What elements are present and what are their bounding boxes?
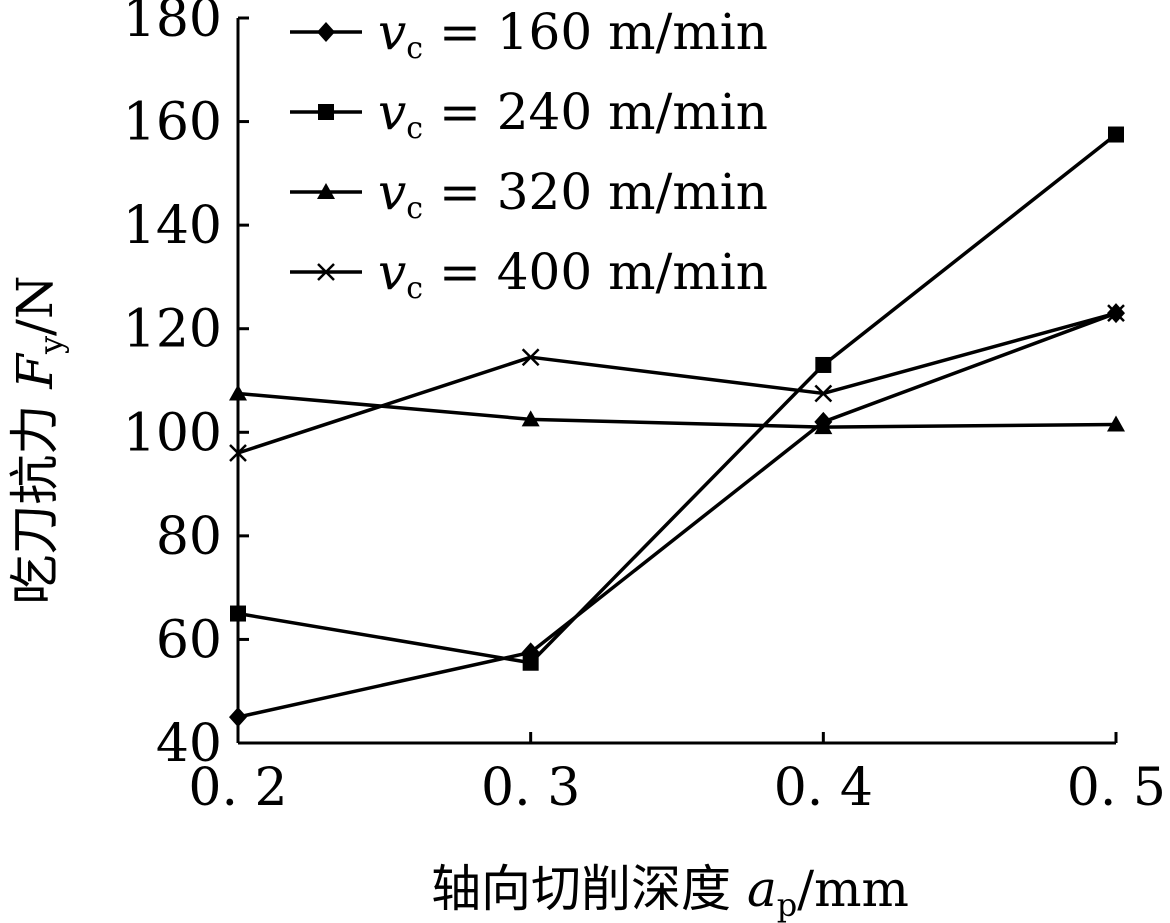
legend-triangle-marker xyxy=(317,183,335,199)
legend-item: vc = 160 m/min xyxy=(290,3,768,66)
series-line xyxy=(237,133,1118,665)
y-tick-label: 60 xyxy=(156,610,222,670)
y-tick-label: 100 xyxy=(123,403,222,463)
x-marker xyxy=(229,444,247,462)
series-x xyxy=(229,304,1125,462)
x-tick-label: 0. 5 xyxy=(1067,758,1166,818)
legend-item: vc = 320 m/min xyxy=(290,163,768,226)
triangle-marker xyxy=(814,418,833,435)
legend-x-marker xyxy=(317,263,335,281)
x-tick-label: 0. 2 xyxy=(188,758,287,818)
square-marker xyxy=(815,356,832,373)
series-line xyxy=(237,311,1117,455)
triangle-marker xyxy=(521,410,540,427)
square-marker xyxy=(522,654,539,671)
y-tick-label: 80 xyxy=(156,507,222,567)
x-marker xyxy=(1107,304,1125,323)
square-marker xyxy=(1108,126,1124,143)
x-marker-stroke xyxy=(317,263,335,281)
legend-label: vc = 400 m/min xyxy=(378,243,768,306)
y-axis-title: 吃刀抗力 Fy/N xyxy=(6,275,70,604)
triangle-marker xyxy=(229,384,247,401)
y-tick-label: 140 xyxy=(123,196,222,256)
legend-diamond-marker xyxy=(317,22,335,42)
x-tick-label: 0. 3 xyxy=(481,758,580,818)
x-marker-stroke xyxy=(229,444,247,462)
axes: 40 60 80 100 120 140 160 180 0. 2 0. 3 0. 4 0. 5 xyxy=(123,0,1166,818)
legend-label: vc = 160 m/min xyxy=(378,3,768,66)
series-triangle xyxy=(229,384,1125,435)
series-layer xyxy=(229,126,1125,728)
x-marker-stroke xyxy=(1107,304,1125,323)
legend-label: vc = 320 m/min xyxy=(378,163,768,226)
legend-label: vc = 240 m/min xyxy=(378,83,768,146)
series-line xyxy=(237,311,1117,719)
x-marker-stroke xyxy=(521,348,540,367)
legend-square-marker xyxy=(318,104,334,120)
y-tick-label: 40 xyxy=(156,714,222,774)
series-square xyxy=(230,126,1124,671)
x-tick-label: 0. 4 xyxy=(774,758,873,818)
x-marker xyxy=(521,348,540,367)
diamond-marker xyxy=(229,707,247,728)
x-marker-stroke xyxy=(814,384,833,403)
y-tick-label: 120 xyxy=(123,300,222,360)
legend-item: vc = 400 m/min xyxy=(290,243,768,306)
legend: vc = 160 m/min vc = 240 m/min vc = 320 m/m… xyxy=(290,3,768,306)
triangle-marker xyxy=(1107,415,1125,432)
y-tick-label: 180 xyxy=(123,0,222,49)
legend-item: vc = 240 m/min xyxy=(290,83,768,146)
y-tick-label: 160 xyxy=(123,93,222,153)
x-axis-title: 轴向切削深度 ap/mm xyxy=(431,860,909,923)
x-marker xyxy=(814,384,833,403)
square-marker xyxy=(230,605,246,622)
